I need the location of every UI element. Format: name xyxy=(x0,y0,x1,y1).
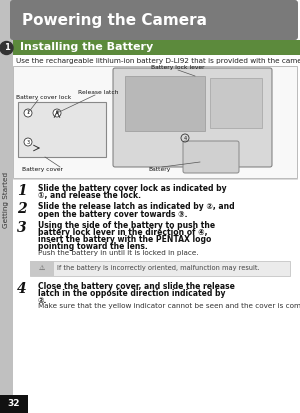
Text: 3: 3 xyxy=(26,140,30,145)
Bar xyxy=(125,76,205,131)
Text: Powering the Camera: Powering the Camera xyxy=(22,12,207,28)
Text: 1: 1 xyxy=(17,184,27,198)
Circle shape xyxy=(24,109,32,117)
Text: Slide the release latch as indicated by ②, and: Slide the release latch as indicated by … xyxy=(38,202,235,211)
Text: Slide the battery cover lock as indicated by: Slide the battery cover lock as indicate… xyxy=(38,184,226,193)
FancyBboxPatch shape xyxy=(10,0,298,40)
FancyBboxPatch shape xyxy=(113,68,272,167)
Text: ②.: ②. xyxy=(38,296,47,305)
Text: pointing toward the lens.: pointing toward the lens. xyxy=(38,242,148,252)
Text: Release latch: Release latch xyxy=(78,90,118,95)
Circle shape xyxy=(53,109,61,117)
Text: 4: 4 xyxy=(183,135,187,140)
Text: Push the battery in until it is locked in place.: Push the battery in until it is locked i… xyxy=(38,249,199,256)
Text: Use the rechargeable lithium-ion battery D-LI92 that is provided with the camera: Use the rechargeable lithium-ion battery… xyxy=(16,58,300,64)
Bar xyxy=(13,40,300,55)
Text: Battery: Battery xyxy=(148,167,170,172)
Bar xyxy=(18,102,106,157)
Bar xyxy=(0,395,28,413)
Text: Battery cover: Battery cover xyxy=(22,167,63,172)
Text: ①, and release the lock.: ①, and release the lock. xyxy=(38,191,141,200)
Text: battery lock lever in the direction of ④,: battery lock lever in the direction of ④… xyxy=(38,228,208,237)
Text: 2: 2 xyxy=(17,202,27,216)
Text: ⚠: ⚠ xyxy=(39,265,45,271)
Text: Battery lock lever: Battery lock lever xyxy=(151,65,205,70)
Text: 32: 32 xyxy=(8,399,20,408)
Text: insert the battery with the PENTAX logo: insert the battery with the PENTAX logo xyxy=(38,235,211,244)
Text: Close the battery cover, and slide the release: Close the battery cover, and slide the r… xyxy=(38,282,235,291)
Bar xyxy=(13,66,297,178)
Text: Using the side of the battery to push the: Using the side of the battery to push th… xyxy=(38,221,215,230)
Bar xyxy=(210,78,262,128)
Text: 2: 2 xyxy=(56,111,58,116)
Text: Make sure that the yellow indicator cannot be seen and the cover is completely c: Make sure that the yellow indicator cann… xyxy=(38,304,300,309)
Text: Battery cover lock: Battery cover lock xyxy=(16,95,71,100)
Text: 1: 1 xyxy=(26,111,30,116)
Text: 1: 1 xyxy=(4,43,9,52)
Bar xyxy=(0,0,13,413)
Bar xyxy=(30,261,54,276)
Text: open the battery cover towards ③.: open the battery cover towards ③. xyxy=(38,210,188,218)
Text: latch in the opposite direction indicated by: latch in the opposite direction indicate… xyxy=(38,289,226,298)
Circle shape xyxy=(24,138,32,146)
Circle shape xyxy=(0,41,13,55)
Text: Installing the Battery: Installing the Battery xyxy=(20,43,153,52)
Text: If the battery is incorrectly oriented, malfunction may result.: If the battery is incorrectly oriented, … xyxy=(57,265,260,271)
Text: 4: 4 xyxy=(17,282,27,296)
Text: Getting Started: Getting Started xyxy=(4,172,10,228)
FancyBboxPatch shape xyxy=(183,141,239,173)
Bar xyxy=(30,261,290,276)
Text: 3: 3 xyxy=(17,221,27,235)
